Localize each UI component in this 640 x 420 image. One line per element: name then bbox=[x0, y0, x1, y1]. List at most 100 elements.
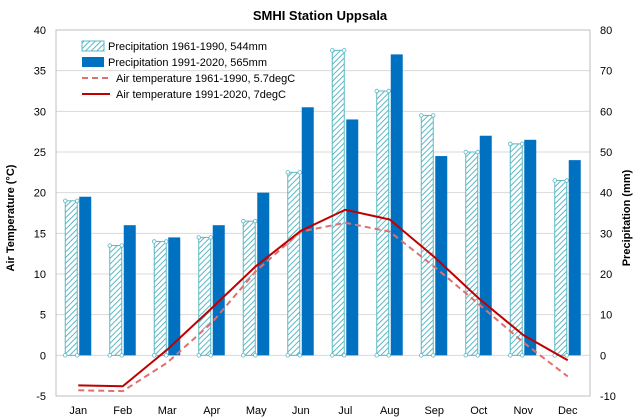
x-tick-label: Feb bbox=[113, 405, 132, 417]
x-tick-label: Oct bbox=[470, 405, 487, 417]
bar-corner-marker bbox=[475, 149, 480, 155]
bar bbox=[376, 90, 390, 356]
bar bbox=[435, 156, 448, 356]
x-tick-label: Sep bbox=[424, 405, 444, 417]
bar-corner-marker bbox=[431, 353, 436, 358]
bar-corner-marker bbox=[330, 48, 335, 53]
bar bbox=[212, 225, 225, 356]
right-tick-label: 40 bbox=[600, 188, 612, 200]
left-tick-label: 15 bbox=[34, 228, 46, 240]
bar bbox=[524, 139, 537, 356]
bar bbox=[390, 54, 403, 356]
plot-area-border bbox=[55, 29, 591, 397]
bar bbox=[479, 135, 492, 356]
left-tick-label: -5 bbox=[36, 391, 46, 403]
bar-corner-marker bbox=[241, 218, 246, 224]
bar-corner-marker bbox=[564, 178, 569, 183]
right-tick-label: 20 bbox=[600, 269, 612, 281]
bar-corner-marker bbox=[164, 239, 169, 244]
x-tick-label: Nov bbox=[513, 405, 533, 417]
legend-label: Air temperature 1961-1990, 5.7degC bbox=[116, 73, 295, 85]
bar-corner-marker bbox=[508, 141, 513, 147]
chart-title: SMHI Station Uppsala bbox=[253, 8, 388, 23]
x-axis-ticks: Jan Feb Mar Apr May Jun Jul Aug Sep Oct Nov Dec bbox=[69, 405, 578, 417]
bar-corner-marker bbox=[164, 353, 169, 358]
bar-corner-marker bbox=[520, 353, 525, 358]
right-tick-label: 10 bbox=[600, 310, 612, 322]
x-tick-label: Jan bbox=[69, 405, 87, 417]
right-tick-label: 80 bbox=[600, 25, 612, 37]
bar-corner-marker bbox=[119, 353, 124, 358]
bar-corner-marker bbox=[297, 353, 302, 358]
right-tick-label: 0 bbox=[600, 350, 606, 362]
y-axis-right-label: Precipitation (mm) bbox=[621, 169, 633, 266]
bar bbox=[242, 220, 256, 356]
bar-corner-marker bbox=[419, 113, 424, 118]
bar bbox=[153, 240, 167, 356]
bar-corner-marker bbox=[253, 218, 258, 224]
left-tick-label: 5 bbox=[40, 310, 46, 322]
bar bbox=[198, 236, 212, 356]
bar-corner-marker bbox=[107, 243, 112, 248]
bar-corner-marker bbox=[63, 353, 68, 358]
bar bbox=[346, 119, 359, 356]
bar bbox=[509, 143, 523, 356]
bar-corner-marker bbox=[330, 353, 335, 358]
bar-corner-marker bbox=[196, 235, 201, 240]
bars bbox=[63, 48, 581, 358]
bar-corner-marker bbox=[564, 353, 569, 358]
bar bbox=[168, 237, 181, 356]
x-tick-label: Dec bbox=[558, 405, 578, 417]
bar-corner-marker bbox=[285, 353, 290, 358]
bar-corner-marker bbox=[374, 353, 379, 358]
x-tick-label: Aug bbox=[380, 405, 400, 417]
bar-corner-marker bbox=[463, 353, 468, 358]
bar bbox=[64, 200, 78, 356]
bar-corner-marker bbox=[386, 88, 391, 94]
right-tick-label: -10 bbox=[600, 391, 616, 403]
bar-corner-marker bbox=[431, 113, 436, 118]
bar bbox=[109, 245, 123, 356]
legend-label: Precipitation 1961-1990, 544mm bbox=[108, 41, 267, 53]
y-axis-left-label: Air Temperature (°C) bbox=[5, 164, 17, 271]
bar bbox=[420, 114, 434, 356]
bar-corner-marker bbox=[152, 239, 157, 244]
bar-corner-marker bbox=[520, 141, 525, 147]
bar-corner-marker bbox=[196, 353, 201, 358]
legend-swatch bbox=[81, 40, 105, 52]
bar-corner-marker bbox=[508, 353, 513, 358]
legend: Precipitation 1961-1990, 544mm Precipitat… bbox=[81, 40, 295, 101]
bar bbox=[331, 49, 345, 356]
x-tick-label: Apr bbox=[203, 405, 220, 417]
bar-corner-marker bbox=[208, 235, 213, 240]
left-tick-label: 25 bbox=[34, 147, 46, 159]
bar-corner-marker bbox=[342, 353, 347, 358]
legend-label: Air temperature 1991-2020, 7degC bbox=[116, 89, 286, 101]
bar-corner-marker bbox=[475, 353, 480, 358]
right-tick-label: 50 bbox=[600, 147, 612, 159]
bar bbox=[568, 160, 581, 356]
bar bbox=[554, 179, 568, 356]
left-tick-label: 10 bbox=[34, 269, 46, 281]
lines bbox=[78, 208, 569, 393]
x-tick-label: Jul bbox=[338, 405, 352, 417]
bar-corner-marker bbox=[75, 198, 80, 203]
left-tick-label: 0 bbox=[40, 350, 46, 362]
left-tick-label: 20 bbox=[34, 188, 46, 200]
bar-corner-marker bbox=[152, 353, 157, 358]
bar-corner-marker bbox=[386, 353, 391, 358]
x-tick-label: May bbox=[246, 405, 267, 417]
bar-corner-marker bbox=[119, 243, 124, 248]
left-tick-label: 35 bbox=[34, 66, 46, 78]
bar-corner-marker bbox=[241, 353, 246, 358]
temperature-line bbox=[78, 208, 569, 388]
legend-swatch bbox=[82, 57, 104, 67]
bar bbox=[257, 192, 270, 356]
left-axis-ticks: -5 0 5 10 15 20 25 30 35 40 bbox=[34, 25, 46, 403]
bar-corner-marker bbox=[253, 353, 258, 358]
bar-corner-marker bbox=[419, 353, 424, 358]
bar-corner-marker bbox=[285, 170, 290, 175]
bar-corner-marker bbox=[463, 149, 468, 155]
x-tick-label: Jun bbox=[292, 405, 310, 417]
